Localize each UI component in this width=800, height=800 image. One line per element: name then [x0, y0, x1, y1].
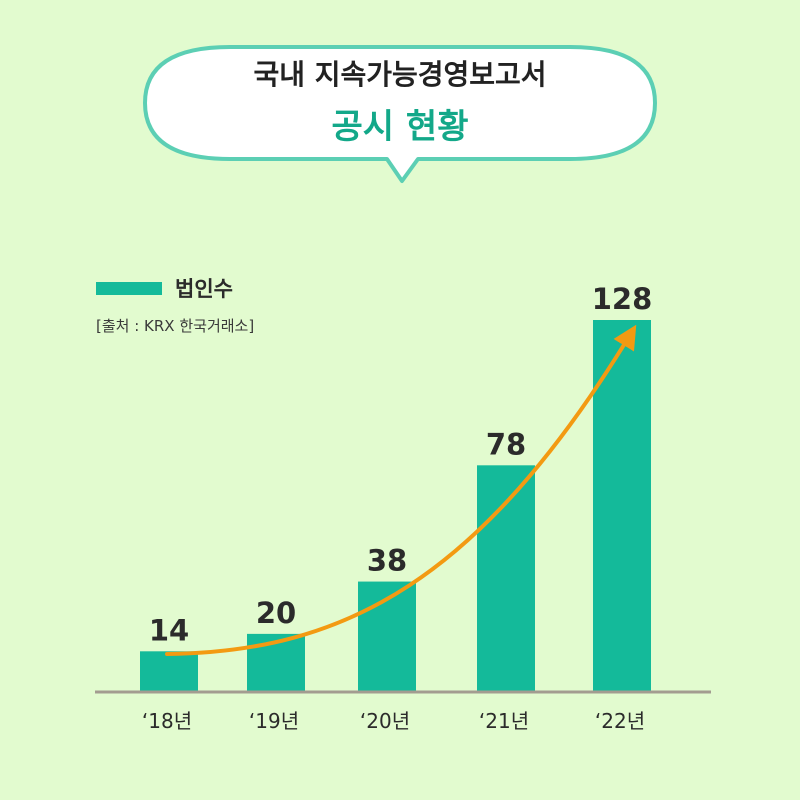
bar-1 [140, 651, 198, 692]
data-label-1: 14 [149, 613, 189, 647]
bar-5 [593, 320, 651, 692]
x-tick-label-4: ‘21년 [479, 709, 529, 733]
value-labels-layer: 14 20 38 78 128 [149, 282, 652, 647]
trend-arrow [165, 324, 637, 656]
title-line-2: 공시 현황 [332, 107, 469, 147]
bars-layer [140, 320, 651, 692]
data-label-3: 38 [367, 544, 407, 578]
source-note: [출처 : KRX 한국거래소] [96, 317, 254, 335]
bubble-shape [143, 45, 657, 183]
title-line-1: 국내 지속가능경영보고서 [253, 58, 546, 91]
tick-labels-layer: ‘18년 ‘19년 ‘20년 ‘21년 ‘22년 [142, 709, 645, 733]
legend: 법인수 [96, 277, 233, 301]
x-tick-label-2: ‘19년 [249, 709, 299, 733]
x-tick-label-1: ‘18년 [142, 709, 192, 733]
x-tick-label-3: ‘20년 [360, 709, 410, 733]
data-label-5: 128 [592, 282, 653, 316]
legend-swatch [96, 282, 162, 295]
title-bubble: 국내 지속가능경영보고서 공시 현황 [143, 45, 657, 183]
x-tick-label-5: ‘22년 [595, 709, 645, 733]
data-label-4: 78 [486, 427, 526, 461]
bar-4 [477, 465, 535, 692]
data-label-2: 20 [256, 596, 296, 630]
legend-label: 법인수 [175, 277, 233, 301]
